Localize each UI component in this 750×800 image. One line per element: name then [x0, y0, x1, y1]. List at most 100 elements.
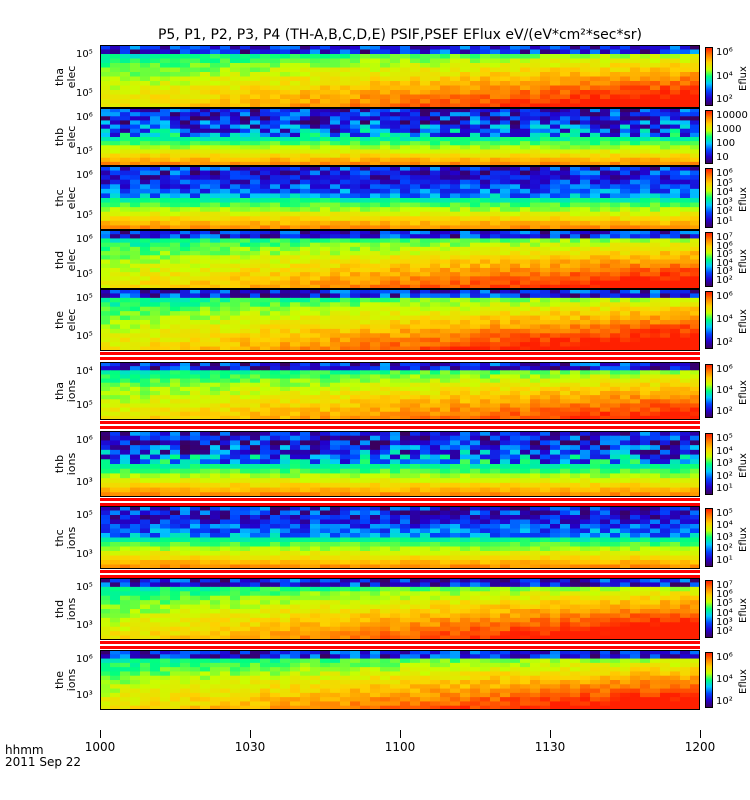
cell-tha-ions [400, 374, 411, 380]
cell-the-elec [580, 311, 591, 317]
cell-tha-ions [250, 407, 261, 413]
cell-the-elec [390, 315, 401, 321]
cell-tha-ions [380, 374, 391, 380]
cell-tha-elec [250, 49, 261, 55]
cell-tha-elec [420, 90, 431, 96]
cell-thc-elec [510, 175, 521, 181]
cell-the-elec [380, 306, 391, 312]
cell-the-elec [170, 306, 181, 312]
cell-the-elec [130, 293, 141, 299]
cell-thd-elec [180, 267, 191, 273]
cell-thd-elec [120, 284, 131, 289]
cell-the-elec [150, 297, 161, 303]
cell-thb-elec [350, 157, 361, 163]
cell-tha-elec [360, 90, 371, 96]
cell-thd-elec [490, 238, 501, 244]
cell-tha-ions [380, 378, 391, 384]
cell-thb-elec [560, 132, 571, 138]
cell-tha-elec [340, 85, 351, 91]
cell-thd-elec [330, 267, 341, 273]
cell-thd-elec [370, 259, 381, 265]
cell-tha-elec [400, 85, 411, 91]
cell-thd-elec [230, 284, 241, 289]
cell-the-elec [310, 306, 321, 312]
cell-tha-ions [140, 395, 151, 400]
cell-the-elec [390, 302, 401, 308]
cell-thb-elec [420, 145, 431, 151]
cell-tha-ions [360, 399, 371, 405]
cell-tha-elec [160, 85, 171, 91]
cell-tha-ions [120, 382, 131, 388]
cell-thc-elec [690, 211, 700, 217]
cell-the-elec [130, 333, 141, 339]
cell-the-elec [500, 342, 511, 348]
cell-tha-elec [490, 72, 501, 78]
cell-tha-elec [330, 76, 341, 82]
cell-thc-elec [340, 211, 351, 217]
cell-thd-elec [520, 230, 531, 235]
cell-the-elec [150, 289, 161, 295]
cell-thc-elec [500, 170, 511, 176]
cell-thd-elec [680, 259, 691, 265]
cell-thd-elec [210, 284, 221, 289]
cell-thd-elec [530, 263, 541, 269]
cell-thc-elec [680, 202, 691, 208]
spectrogram-thc-elec [100, 166, 700, 230]
cell-the-elec [230, 320, 241, 326]
cell-tha-ions [690, 391, 700, 396]
cell-thb-elec [670, 161, 681, 166]
cell-the-elec [650, 328, 661, 334]
cell-thd-elec [270, 259, 281, 265]
cell-the-elec [280, 328, 291, 334]
cell-tha-ions [550, 391, 561, 396]
cell-thc-elec [410, 225, 421, 230]
cell-thd-elec [390, 242, 401, 248]
cell-the-elec [660, 337, 671, 343]
cell-tha-ions [360, 391, 371, 396]
cell-tha-elec [660, 76, 671, 82]
cell-tha-elec [660, 49, 671, 55]
cell-the-elec [510, 333, 521, 339]
cell-thb-elec [320, 128, 331, 134]
cell-thd-elec [200, 276, 211, 282]
cell-thb-elec [520, 108, 531, 113]
cell-thd-elec [240, 259, 251, 265]
cell-thd-elec [290, 230, 301, 235]
cell-thd-elec [100, 259, 111, 265]
cell-thc-elec [420, 225, 431, 230]
cell-the-elec [620, 346, 631, 351]
cell-tha-elec [350, 45, 361, 51]
cell-thc-elec [670, 166, 681, 172]
cell-thc-elec [480, 188, 491, 195]
cell-thc-elec [680, 188, 691, 195]
cell-tha-ions [510, 370, 521, 376]
cell-tha-ions [130, 362, 141, 367]
cell-tha-elec [360, 58, 371, 64]
cell-the-elec [230, 333, 241, 339]
cell-tha-ions [480, 386, 491, 392]
cell-the-elec [320, 306, 331, 312]
cell-tha-elec [540, 90, 551, 96]
cell-tha-elec [520, 81, 531, 87]
cell-thb-elec [340, 128, 351, 134]
cell-thb-elec [540, 153, 551, 159]
cell-tha-ions [320, 395, 331, 400]
cell-tha-ions [170, 370, 181, 376]
cell-thb-elec [360, 161, 371, 166]
cell-tha-ions [250, 378, 261, 384]
cell-tha-elec [680, 58, 691, 64]
cell-thc-elec [440, 188, 451, 195]
cell-thb-elec [540, 108, 551, 113]
cell-thd-elec [270, 280, 281, 286]
cell-thd-elec [520, 246, 531, 252]
cell-tha-elec [370, 45, 381, 51]
cell-thb-elec [650, 145, 661, 151]
cell-thc-elec [120, 202, 131, 208]
cell-tha-ions [450, 366, 461, 371]
cell-tha-ions [520, 395, 531, 400]
cell-tha-elec [460, 103, 471, 108]
cell-tha-ions [620, 403, 631, 409]
cell-thc-elec [260, 175, 271, 181]
cell-thd-elec [140, 230, 151, 235]
cell-tha-ions [530, 399, 541, 405]
